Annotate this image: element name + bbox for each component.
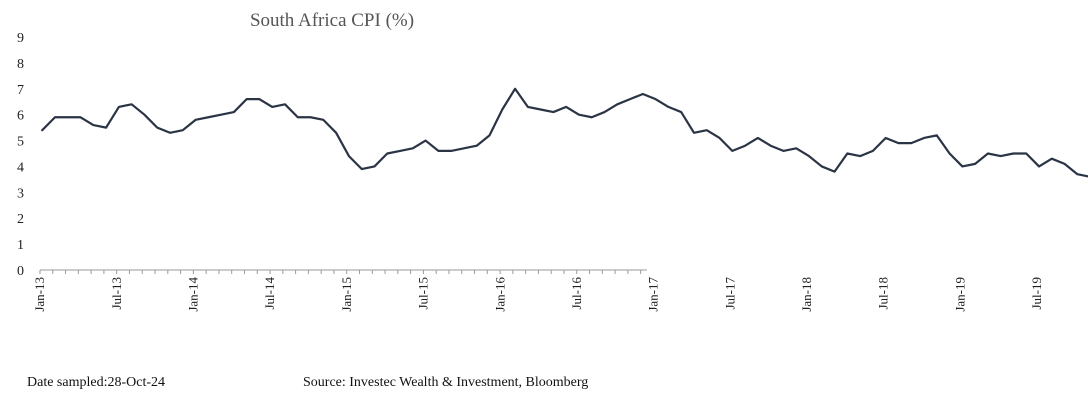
- series-line-cpi: [41, 87, 1088, 178]
- y-tick-label: 2: [17, 212, 24, 227]
- x-tick-label: Jul-18: [876, 277, 891, 310]
- x-tick-label: Jul-14: [262, 277, 277, 310]
- y-tick-label: 0: [17, 264, 24, 279]
- x-axis: Jan-13 Jul-13 Jan-14 Jul-14 Jan-15 Jul-15 Jan-…: [32, 269, 1044, 312]
- y-tick-label: 9: [17, 31, 24, 46]
- x-tick-label: Jul-15: [416, 277, 431, 310]
- y-tick-label: 1: [17, 238, 24, 253]
- x-tick-label: Jan-19: [952, 277, 967, 312]
- y-tick-label: 7: [17, 83, 24, 98]
- x-tick-label: Jan-17: [646, 277, 661, 312]
- x-tick-label: Jul-13: [109, 277, 124, 310]
- y-tick-label: 3: [17, 186, 24, 201]
- y-tick-label: 6: [17, 109, 24, 124]
- x-tick-label: Jan-15: [339, 277, 354, 312]
- y-tick-label: 5: [17, 135, 24, 150]
- x-tick-label: Jul-17: [722, 277, 737, 310]
- x-tick-label: Jan-16: [492, 277, 507, 312]
- y-tick-label: 8: [17, 57, 24, 72]
- y-axis: 0 1 2 3 4 5 6 7 8 9: [17, 31, 24, 279]
- x-tick-label: Jul-19: [1029, 277, 1044, 310]
- x-tick-label: Jan-14: [186, 277, 201, 312]
- x-tick-label: Jan-18: [799, 277, 814, 312]
- y-tick-label: 4: [17, 160, 24, 175]
- chart-title: South Africa CPI (%): [250, 10, 414, 31]
- source-note: Source: Investec Wealth & Investment, Bl…: [303, 375, 589, 390]
- x-tick-label: Jan-13: [32, 277, 47, 312]
- date-sampled-note: Date sampled:28-Oct-24: [27, 375, 166, 390]
- x-tick-label: Jul-16: [569, 277, 584, 310]
